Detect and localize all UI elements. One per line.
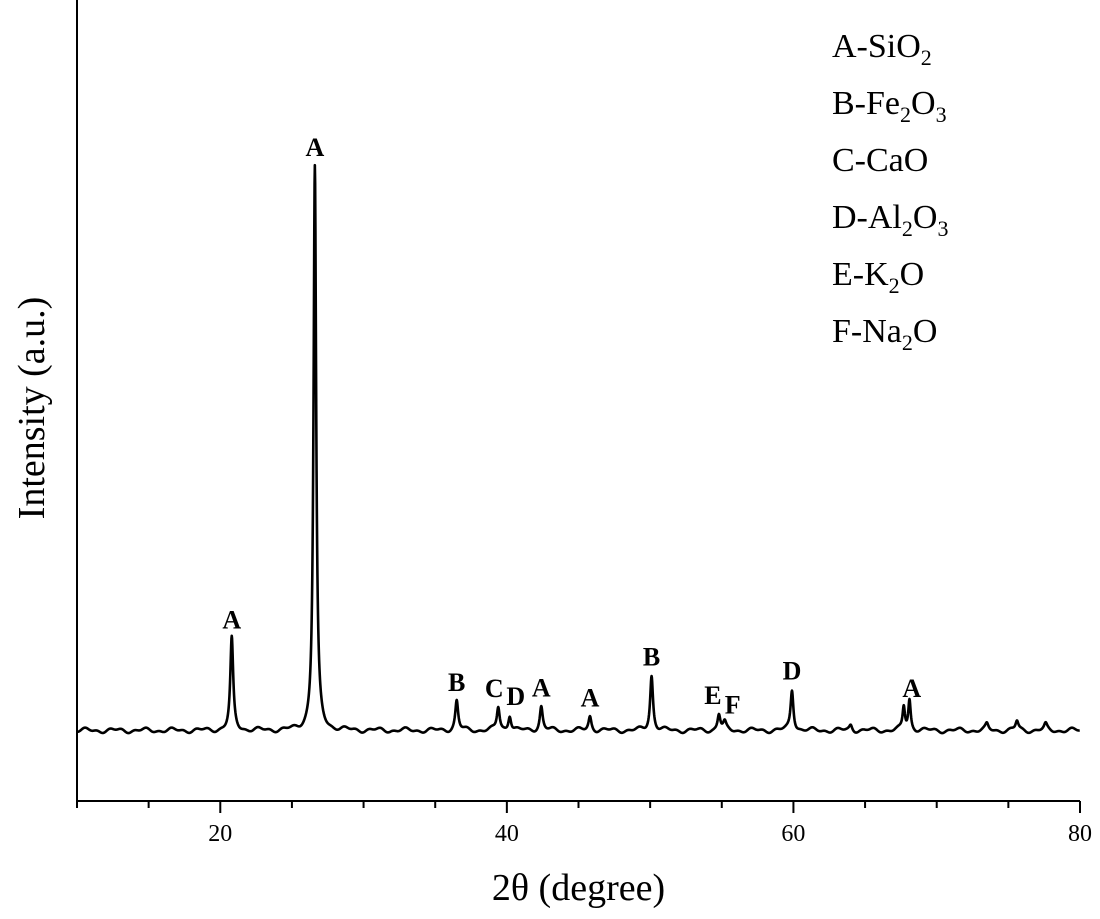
peak-label-D: D — [506, 682, 525, 711]
peak-label-B: B — [643, 642, 660, 671]
peak-label-E: E — [704, 681, 721, 710]
legend-entry-E: E-K2O — [832, 256, 924, 298]
legend-entry-text: F-Na — [832, 313, 902, 350]
legend-entry-text: E-K — [832, 256, 889, 293]
x-axis-title: 2θ (degree) — [492, 867, 665, 909]
legend-entry-text: A-SiO — [832, 28, 921, 65]
legend-subscript: 2 — [902, 216, 913, 241]
legend-entry-text: D-Al — [832, 199, 902, 236]
peak-label-B: B — [448, 668, 465, 697]
y-axis-title: Intensity (a.u.) — [11, 297, 53, 520]
peak-label-A: A — [581, 683, 600, 712]
peak-labels: AAB C D A ABE FDA — [222, 133, 921, 720]
peak-label-A: A — [222, 606, 241, 635]
legend-subscript: 3 — [936, 102, 947, 127]
x-tick-label: 80 — [1068, 821, 1092, 847]
peak-label-F: F — [725, 690, 741, 719]
peak-label-D: D — [783, 656, 802, 685]
legend-subscript: 2 — [921, 45, 932, 70]
legend-entry-F: F-Na2O — [832, 313, 937, 355]
legend-subscript: 3 — [937, 216, 948, 241]
x-axis-ticks: 20 40 60 80 — [76, 801, 1092, 847]
legend-entry-text: B-Fe — [832, 85, 900, 122]
peak-label-A: A — [532, 673, 551, 702]
legend-entry-B: B-Fe2O3 — [832, 85, 947, 127]
peak-label-C: C — [485, 674, 504, 703]
x-tick-label: 60 — [781, 821, 805, 847]
x-tick-label: 40 — [495, 821, 519, 847]
legend-entry-tail: O — [900, 256, 925, 293]
peak-label-A: A — [902, 674, 921, 703]
legend-entry-D: D-Al2O3 — [832, 199, 948, 241]
legend-subscript: 2 — [900, 102, 911, 127]
legend-subscript: 2 — [889, 273, 900, 298]
legend-entry-tail: O — [913, 199, 938, 236]
legend-entry-text: C-CaO — [832, 142, 928, 179]
x-tick-label: 20 — [208, 821, 232, 847]
legend-entry-tail: O — [913, 313, 938, 350]
legend-entry-tail: O — [911, 85, 936, 122]
legend-subscript: 2 — [902, 330, 913, 355]
xrd-pattern-line — [75, 163, 1081, 735]
peak-label-A: A — [305, 133, 324, 162]
legend-entry-A: A-SiO2 — [832, 28, 932, 70]
legend-entry-C: C-CaO — [832, 142, 928, 179]
